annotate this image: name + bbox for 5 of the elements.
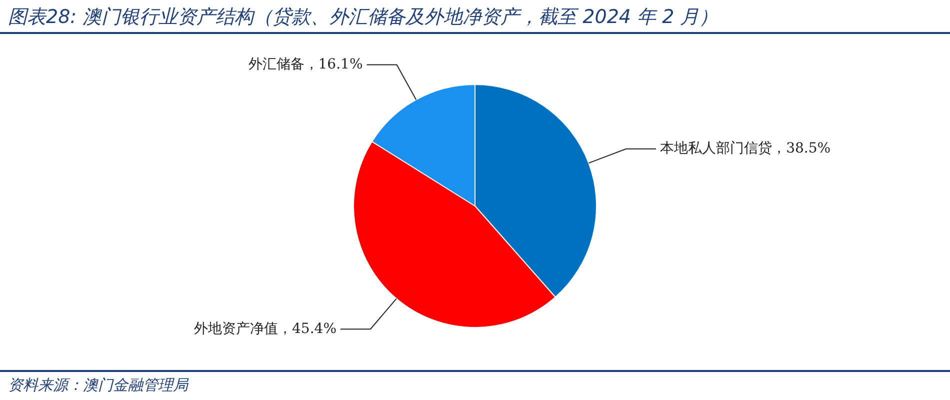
slice-label: 外地资产净值，45.4% <box>194 320 336 337</box>
chart-title: 图表28: 澳门银行业资产结构（贷款、外汇储备及外地净资产，截至 2024 年 2 月） <box>0 0 950 34</box>
slice-label: 本地私人部门信贷，38.5% <box>660 140 831 157</box>
slice-label: 外汇储备，16.1% <box>248 56 363 72</box>
text: 资料来源：澳门金融管理局 <box>0 370 950 398</box>
